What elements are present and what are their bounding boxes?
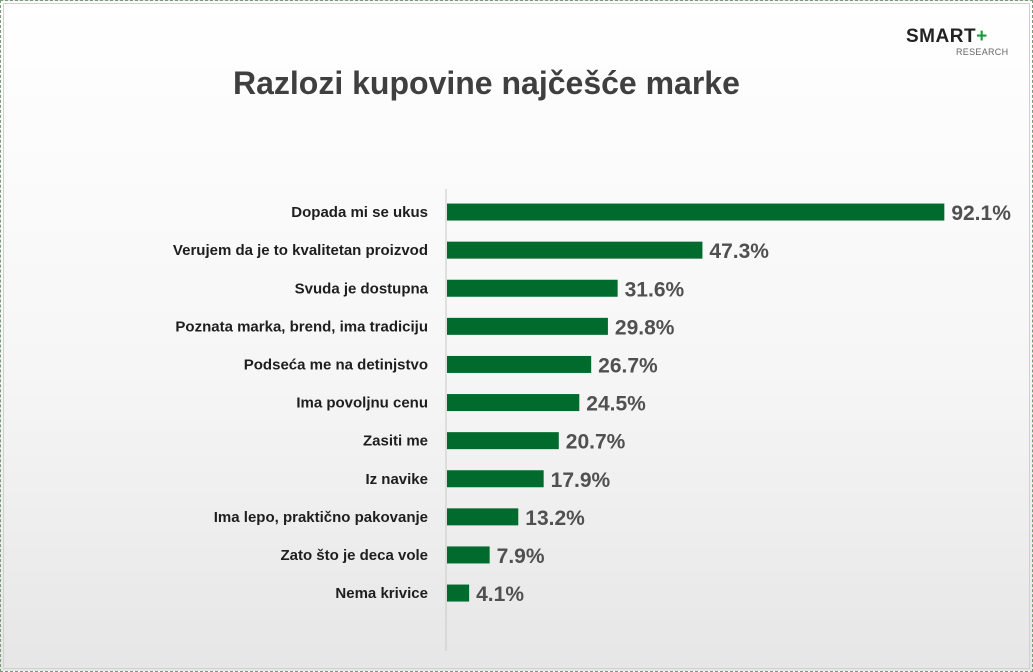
- category-label: Zato što je deca vole: [280, 547, 428, 564]
- plus-icon: +: [976, 26, 988, 47]
- logo-subtitle: RESEARCH: [956, 47, 1009, 57]
- data-label: 24.5%: [586, 393, 646, 416]
- category-label: Ima povoljnu cenu: [296, 395, 428, 412]
- bars-group: Dopada mi se ukus 92.1% Verujem da je to k…: [173, 202, 1011, 606]
- category-label: Nema krivice: [335, 585, 428, 602]
- data-label: 29.8%: [615, 316, 675, 339]
- bar: [447, 355, 592, 373]
- bar: [447, 203, 945, 221]
- data-label: 26.7%: [598, 354, 658, 377]
- category-label: Ima lepo, praktično pakovanje: [214, 509, 428, 526]
- category-label: Poznata marka, brend, ima tradiciju: [175, 318, 428, 335]
- bar: [447, 317, 608, 335]
- category-label: Podseća me na detinjstvo: [244, 356, 428, 373]
- category-label: Verujem da je to kvalitetan proizvod: [173, 242, 428, 259]
- brand-logo: SMART+ RESEARCH: [906, 26, 1008, 58]
- bar: [447, 508, 519, 526]
- data-label: 47.3%: [709, 240, 769, 263]
- bar: [447, 584, 470, 602]
- logo-wordmark: SMART+: [906, 26, 988, 47]
- data-label: 20.7%: [566, 431, 626, 454]
- data-label: 7.9%: [497, 545, 545, 568]
- bar: [447, 546, 490, 564]
- bar: [447, 432, 559, 450]
- bar: [447, 470, 544, 488]
- bar: [447, 394, 580, 412]
- data-label: 92.1%: [951, 202, 1011, 225]
- category-label: Iz navike: [365, 471, 428, 488]
- bar: [447, 241, 703, 259]
- data-label: 13.2%: [525, 507, 585, 530]
- category-label: Svuda je dostupna: [295, 280, 429, 297]
- bar: [447, 279, 618, 297]
- data-label: 4.1%: [476, 583, 524, 606]
- category-label: Dopada mi se ukus: [291, 204, 428, 221]
- data-label: 31.6%: [625, 278, 685, 301]
- category-label: Zasiti me: [363, 433, 428, 450]
- data-label: 17.9%: [551, 469, 611, 492]
- chart-title: Razlozi kupovine najčešće marke: [233, 65, 740, 101]
